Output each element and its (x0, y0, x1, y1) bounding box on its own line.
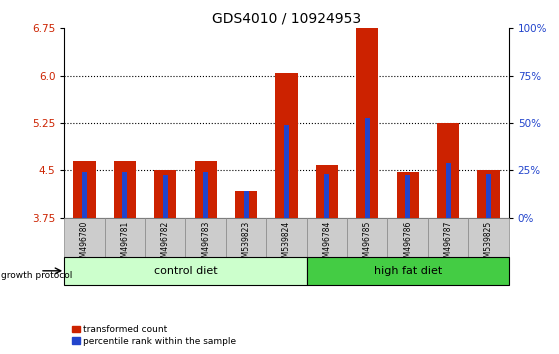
Bar (396, 172, 419, 218)
Bar (446, 163, 451, 218)
Text: high fat diet: high fat diet (373, 266, 442, 276)
Text: GSM539824: GSM539824 (282, 220, 291, 267)
Bar (347, 218, 387, 257)
Bar (387, 218, 428, 257)
Bar (163, 176, 168, 218)
Legend: transformed count, percentile rank within the sample: transformed count, percentile rank withi… (69, 321, 240, 349)
Bar (154, 170, 177, 218)
Bar (186, 218, 226, 257)
Text: GSM496783: GSM496783 (201, 220, 210, 267)
Text: GSM496787: GSM496787 (444, 220, 453, 267)
Bar (307, 218, 347, 257)
Text: control diet: control diet (154, 266, 217, 276)
Bar (82, 172, 87, 218)
Bar (437, 123, 459, 218)
Bar (284, 125, 289, 218)
Bar (64, 218, 105, 257)
Bar (428, 218, 468, 257)
Bar (105, 218, 145, 257)
Text: GSM496780: GSM496780 (80, 220, 89, 267)
Bar (244, 190, 249, 218)
Bar (405, 176, 410, 218)
Bar (195, 161, 217, 218)
Bar (307, 257, 509, 285)
Bar (324, 174, 329, 218)
Bar (64, 257, 307, 285)
Bar (365, 118, 369, 218)
Text: GSM539823: GSM539823 (241, 220, 250, 267)
Bar (145, 218, 186, 257)
Text: growth protocol: growth protocol (1, 271, 73, 280)
Bar (486, 174, 491, 218)
Text: GSM496785: GSM496785 (363, 220, 372, 267)
Bar (203, 172, 208, 218)
Bar (276, 73, 297, 218)
Bar (114, 161, 136, 218)
Bar (468, 218, 509, 257)
Bar (235, 190, 257, 218)
Text: GSM539825: GSM539825 (484, 220, 493, 267)
Text: GSM496786: GSM496786 (403, 220, 412, 267)
Text: GSM496782: GSM496782 (161, 220, 170, 267)
Bar (477, 170, 500, 218)
Bar (316, 165, 338, 218)
Bar (73, 161, 96, 218)
Text: GSM496781: GSM496781 (120, 220, 129, 267)
Bar (356, 28, 378, 218)
Bar (226, 218, 266, 257)
Title: GDS4010 / 10924953: GDS4010 / 10924953 (212, 12, 361, 26)
Bar (266, 218, 307, 257)
Bar (122, 172, 127, 218)
Text: GSM496784: GSM496784 (323, 220, 331, 267)
